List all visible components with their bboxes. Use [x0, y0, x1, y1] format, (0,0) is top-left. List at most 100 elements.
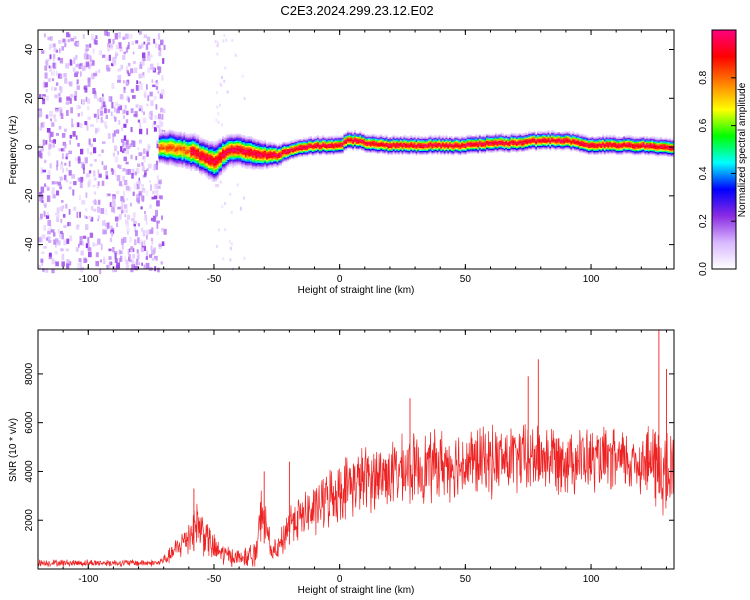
spectrogram-cell — [480, 144, 483, 146]
spectrogram-cell — [190, 161, 193, 163]
spectrogram-cell — [123, 156, 127, 162]
spectrogram-cell — [269, 160, 272, 163]
spectrogram-cell — [473, 150, 476, 153]
spectrogram-cell — [389, 146, 392, 148]
spectrogram-cell — [336, 151, 339, 154]
spectrogram-cell — [123, 115, 125, 119]
spectrogram-cell — [259, 145, 261, 147]
spectrogram-cell — [136, 181, 139, 186]
spectrogram-cell — [216, 147, 219, 149]
spectrogram-cell — [259, 158, 261, 161]
spectrogram-cell — [172, 133, 175, 135]
spectrogram-cell — [440, 149, 443, 151]
spectrogram-cell — [271, 157, 274, 159]
spectrogram-cell — [257, 151, 260, 154]
spectrogram-cell — [339, 151, 342, 153]
spectrogram-cell — [410, 139, 413, 141]
spectrogram-cell — [413, 148, 416, 151]
spectrogram-cell — [69, 60, 73, 66]
spectrogram-cell — [454, 136, 457, 138]
spectrogram-cell — [271, 162, 274, 164]
spectrogram-cell — [442, 139, 444, 141]
spectrogram-cell — [255, 166, 258, 168]
spectrogram-cell — [190, 137, 193, 139]
spectrogram-cell — [197, 134, 200, 137]
spectrogram-cell — [251, 155, 254, 157]
spectrogram-cell — [232, 135, 235, 138]
spectrogram-cell — [225, 156, 228, 158]
spectrogram-cell — [227, 150, 230, 152]
spectrogram-cell — [162, 144, 165, 146]
spectrogram-cell — [521, 133, 524, 135]
spectrogram-cell — [475, 136, 478, 139]
spectrogram-cell — [383, 136, 386, 139]
spectrogram-cell — [204, 144, 207, 146]
spectrogram-cell — [376, 151, 379, 153]
spectrogram-cell — [568, 143, 571, 145]
spectrogram-cell — [264, 164, 267, 166]
spectrogram-cell — [61, 46, 64, 51]
spectrogram-cell — [454, 149, 457, 152]
spectrogram-cell — [403, 146, 406, 149]
spectrogram-cell — [281, 159, 284, 161]
spectrogram-cell — [336, 149, 339, 151]
spectrogram-cell — [315, 140, 318, 142]
spectrogram-cell — [230, 140, 233, 142]
spectrogram-cell — [102, 141, 106, 144]
spectrogram-cell — [438, 140, 441, 142]
spectrogram-cell — [171, 155, 173, 158]
spectrogram-cell — [87, 179, 92, 185]
spectrogram-cell — [461, 144, 464, 147]
spectrogram-cell — [280, 161, 283, 163]
spectrogram-cell — [324, 153, 327, 155]
spectrogram-cell — [429, 146, 432, 149]
spectrogram-cell — [310, 142, 312, 145]
spectrogram-cell — [568, 146, 571, 148]
spectrogram-cell — [320, 149, 323, 152]
spectrogram-cell — [301, 150, 304, 152]
spectrogram-cell — [190, 158, 193, 161]
spectrogram-cell — [489, 136, 492, 138]
spectrogram-cell — [218, 152, 221, 154]
spectrogram-cell — [274, 153, 277, 155]
spectrogram-cell — [281, 143, 284, 145]
spectrogram-cell — [558, 148, 561, 150]
spectrogram-cell — [232, 142, 235, 145]
spectrogram-cell — [385, 134, 388, 137]
spectrogram-cell — [570, 141, 573, 144]
spectrogram-cell — [443, 140, 446, 142]
spectrogram-cell — [276, 160, 279, 163]
spectrogram-cell — [232, 150, 235, 153]
spectrogram-cell — [241, 74, 244, 78]
spectrogram-cell — [138, 44, 141, 49]
spectrogram-cell — [417, 148, 420, 151]
spectrogram-cell — [450, 145, 453, 147]
spectrogram-cell — [364, 148, 367, 150]
spectrogram-cell — [222, 140, 224, 142]
spectrogram-cell — [350, 130, 353, 132]
spectrogram-cell — [341, 143, 344, 145]
spectrogram-cell — [199, 161, 202, 163]
spectrogram-cell — [40, 152, 43, 159]
spectrogram-cell — [253, 164, 256, 166]
spectrogram-cell — [280, 164, 283, 166]
spectrogram-cell — [117, 68, 121, 72]
spectrogram-cell — [303, 146, 305, 149]
spectrogram-cell — [526, 133, 529, 135]
spectrogram-cell — [405, 144, 407, 147]
spectrogram-cell — [260, 146, 263, 149]
spectrogram-cell — [348, 139, 351, 142]
spectrogram-cell — [97, 109, 100, 116]
spectrogram-cell — [498, 143, 501, 145]
spectrogram-cell — [149, 204, 152, 209]
spectrogram-cell — [41, 144, 44, 151]
spectrogram-cell — [207, 165, 210, 167]
spectrogram-cell — [412, 149, 415, 151]
spectrogram-cell — [227, 143, 230, 146]
spectrogram-cell — [561, 136, 564, 139]
spectrogram-cell — [202, 168, 205, 170]
spectrogram-cell — [415, 152, 418, 155]
spectrogram-cell — [200, 153, 203, 156]
spectrogram-cell — [202, 153, 205, 156]
spectrogram-cell — [463, 146, 466, 148]
